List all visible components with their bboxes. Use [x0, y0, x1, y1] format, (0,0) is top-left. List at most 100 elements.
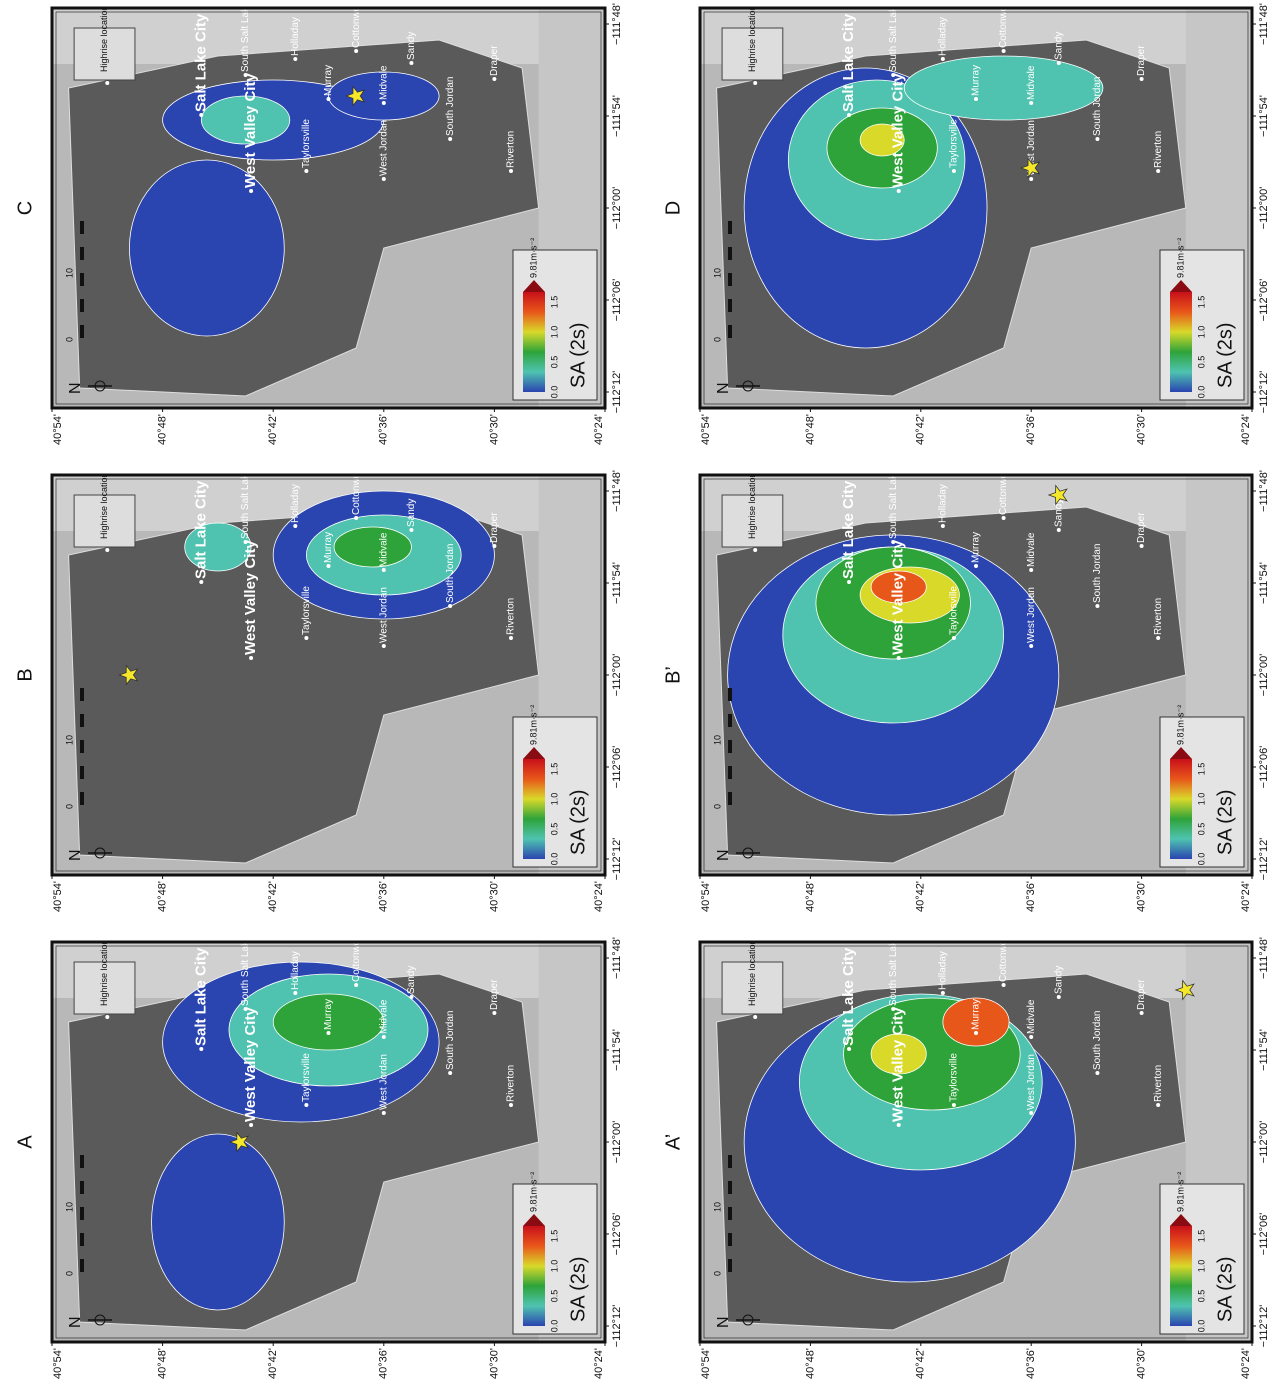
map-frame-inner	[55, 478, 602, 872]
colorbar-arrow	[1170, 747, 1192, 759]
city-label: Riverton	[506, 1065, 517, 1102]
city-label: Salt Lake City	[840, 947, 857, 1046]
colorbar-tick: 0.0	[1196, 386, 1206, 399]
city-label: Salt Lake City	[840, 13, 857, 112]
shaking-contour	[328, 71, 440, 121]
lon-tick-label: −111°48'	[1258, 937, 1270, 979]
map-frame-inner	[55, 11, 602, 405]
lat-tick-label: 40°54'	[52, 881, 64, 912]
colorbar-tick: 1.0	[1196, 1260, 1206, 1273]
city-label: West Jordan	[1026, 587, 1037, 643]
city-dot	[304, 1103, 309, 1107]
city-dot	[974, 564, 978, 568]
city-dot	[951, 169, 956, 173]
north-label: N	[67, 1316, 84, 1328]
city-label: Riverton	[1153, 598, 1164, 635]
city-label: Draper	[489, 512, 500, 543]
colorbar-arrow	[1170, 1214, 1192, 1226]
shaking-contour	[129, 159, 285, 337]
north-circle	[94, 847, 106, 859]
city-dot	[1029, 644, 1034, 648]
legend-title: SA (2s)	[1214, 322, 1236, 388]
colorbar	[1170, 759, 1192, 859]
city-label: Sandy	[406, 499, 417, 527]
city-dot	[293, 991, 298, 995]
north-circle	[742, 847, 754, 859]
lat-tick-label: 40°48'	[804, 1348, 816, 1379]
city-dot	[326, 1031, 331, 1035]
lat-tick-label: 40°54'	[52, 1348, 64, 1379]
city-label: Sandy	[406, 966, 417, 994]
city-label: West Jordan	[1026, 120, 1037, 176]
colorbar-tick: 1.0	[549, 793, 559, 806]
colorbar-tick: 0.0	[549, 386, 559, 399]
colorbar-tick: 1.0	[1196, 326, 1206, 339]
city-label: Murray	[323, 65, 334, 96]
shaking-contour	[151, 1133, 285, 1311]
lat-tick-label: 40°54'	[700, 414, 712, 445]
city-dot	[847, 1047, 852, 1051]
colorbar-tick: 0.0	[549, 1320, 559, 1333]
highrise-box	[73, 494, 136, 548]
shaking-contour	[200, 95, 291, 145]
map-frame-inner	[703, 11, 1249, 405]
city-label: West Valley City	[890, 1007, 907, 1122]
lat-tick-label: 40°24'	[593, 414, 605, 445]
lon-tick-label: −112°12'	[1258, 1305, 1270, 1348]
city-label: Sandy	[1053, 32, 1064, 60]
city-label: West Valley City	[242, 540, 259, 655]
city-label: Draper	[489, 45, 500, 76]
lat-tick-label: 40°24'	[1240, 881, 1252, 912]
city-dot	[896, 189, 901, 193]
colorbar	[1170, 292, 1192, 392]
city-dot	[381, 1111, 386, 1115]
scale-label: 0	[712, 337, 722, 342]
city-label: Midvale	[378, 65, 389, 100]
lon-tick-label: −112°00'	[611, 1121, 623, 1164]
lon-tick-label: −112°00'	[611, 654, 623, 697]
city-dot	[1156, 169, 1161, 173]
map-frame-inner	[703, 945, 1249, 1339]
lat-tick-label: 40°36'	[1025, 881, 1037, 912]
city-label: Holladay	[290, 951, 301, 990]
scale-label: 0	[64, 337, 74, 342]
shaking-contour	[272, 993, 385, 1051]
city-dot	[249, 656, 254, 660]
city-dot	[409, 995, 414, 999]
city-dot	[940, 57, 945, 61]
lon-tick-label: −111°54'	[1258, 1029, 1270, 1071]
legend-title: SA (2s)	[1214, 1256, 1236, 1322]
lat-tick-label: 40°30'	[1136, 1348, 1148, 1379]
lat-tick-label: 40°48'	[804, 414, 816, 445]
colorbar-tick: 0.0	[1196, 1320, 1206, 1333]
city-label: Draper	[1136, 979, 1147, 1010]
city-label: Taylorsville	[949, 1053, 960, 1102]
city-dot	[974, 97, 978, 101]
city-dot	[1095, 137, 1100, 141]
colorbar-arrow	[1170, 280, 1192, 292]
lon-tick-label: −112°00'	[1258, 1121, 1270, 1164]
city-dot	[304, 636, 309, 640]
city-label: South Jordan	[1092, 544, 1103, 604]
lat-tick-label: 40°36'	[378, 1348, 390, 1379]
city-label: Midvale	[1026, 65, 1037, 100]
city-label: West Valley City	[242, 1007, 259, 1122]
lat-tick-label: 40°42'	[267, 881, 279, 912]
lat-tick-label: 40°42'	[915, 1348, 927, 1379]
city-dot	[243, 1007, 248, 1011]
colorbar-tick: 1.0	[549, 326, 559, 339]
city-label: Taylorsville	[301, 119, 312, 168]
colorbar	[523, 1226, 545, 1326]
lon-tick-label: −111°54'	[1258, 95, 1270, 137]
colorbar	[523, 292, 545, 392]
city-dot	[326, 564, 331, 568]
highrise-box	[721, 961, 784, 1015]
city-dot	[1056, 528, 1061, 532]
city-label: South Salt Lake	[888, 468, 899, 539]
scale-label: 10	[64, 735, 74, 745]
city-label: Midvale	[1026, 532, 1037, 567]
panel-label: B	[14, 668, 36, 681]
